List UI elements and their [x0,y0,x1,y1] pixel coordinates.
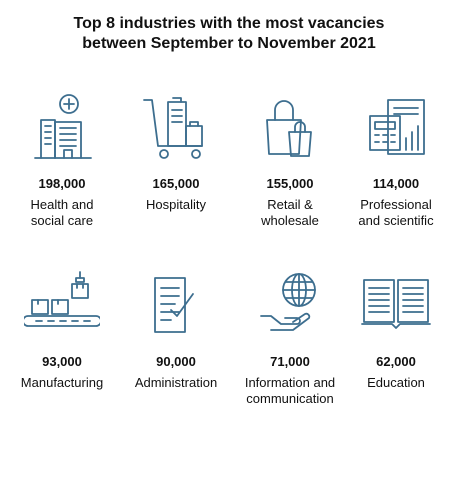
hospital-icon [5,92,119,162]
value-professional: 114,000 [372,176,420,191]
globe-hand-icon [233,270,347,340]
industry-retail: 155,000 Retail & wholesale [233,92,347,229]
value-hospitality: 165,000 [152,176,200,191]
open-book-icon [339,270,453,340]
industry-information: 71,000 Information and communication [233,270,347,407]
industry-administration: 90,000 Administration [119,270,233,391]
industry-professional: 114,000 Professional and scientific [339,92,453,229]
label-education: Education [367,375,425,390]
calculator-documents-icon [339,92,453,162]
chart-title: Top 8 industries with the most vacancies… [0,14,458,54]
industry-manufacturing: 93,000 Manufacturing [5,270,119,391]
value-administration: 90,000 [156,354,196,369]
conveyor-belt-icon [5,270,119,340]
label-manufacturing: Manufacturing [20,375,104,390]
industry-health: 198,000 Health and social care [5,92,119,229]
industry-education: 62,000 Education [339,270,453,391]
label-hospitality: Hospitality [146,197,206,212]
label-health: Health and social care [30,197,94,228]
label-retail: Retail & wholesale [261,197,319,228]
industry-hospitality: 165,000 Hospitality [119,92,233,213]
value-education: 62,000 [376,354,416,369]
value-manufacturing: 93,000 [42,354,82,369]
title-line-2: between September to November 2021 [82,35,376,52]
shopping-bags-icon [233,92,347,162]
value-health: 198,000 [38,176,86,191]
label-information: Information and communication [244,375,336,406]
label-professional: Professional and scientific [358,197,434,228]
luggage-trolley-icon [119,92,233,162]
title-line-1: Top 8 industries with the most vacancies [73,15,385,32]
label-administration: Administration [134,375,218,390]
checklist-icon [119,270,233,340]
value-retail: 155,000 [266,176,314,191]
value-information: 71,000 [270,354,310,369]
